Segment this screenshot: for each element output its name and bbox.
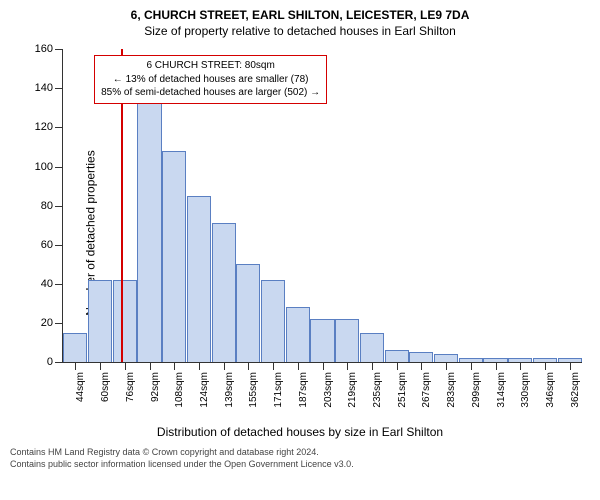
x-tick xyxy=(347,362,348,370)
footer-text: Contains HM Land Registry data © Crown c… xyxy=(10,447,590,470)
x-tick xyxy=(100,362,101,370)
x-tick xyxy=(372,362,373,370)
x-axis-label: Distribution of detached houses by size … xyxy=(10,425,590,439)
y-tick xyxy=(55,284,63,285)
x-tick xyxy=(446,362,447,370)
y-tick-label: 160 xyxy=(35,43,53,55)
histogram-bar xyxy=(137,73,161,363)
x-tick xyxy=(471,362,472,370)
y-tick xyxy=(55,167,63,168)
x-tick xyxy=(421,362,422,370)
annotation-line-3: 85% of semi-detached houses are larger (… xyxy=(101,86,320,100)
histogram-bar xyxy=(162,151,186,362)
x-tick xyxy=(125,362,126,370)
x-tick xyxy=(174,362,175,370)
y-tick xyxy=(55,127,63,128)
y-tick-label: 140 xyxy=(35,82,53,94)
x-tick-label: 155sqm xyxy=(248,372,259,408)
x-tick xyxy=(545,362,546,370)
chart-subtitle: Size of property relative to detached ho… xyxy=(10,24,590,40)
x-tick-label: 171sqm xyxy=(273,372,284,408)
y-tick xyxy=(55,49,63,50)
y-tick xyxy=(55,323,63,324)
histogram-bar xyxy=(236,264,260,362)
y-tick-label: 60 xyxy=(41,239,53,251)
x-tick-label: 124sqm xyxy=(199,372,210,408)
y-tick xyxy=(55,88,63,89)
x-tick-label: 108sqm xyxy=(174,372,185,408)
x-tick-label: 299sqm xyxy=(471,372,482,408)
x-tick-label: 314sqm xyxy=(496,372,507,408)
y-tick-label: 0 xyxy=(47,356,53,368)
histogram-bar xyxy=(261,280,285,362)
x-tick-label: 44sqm xyxy=(75,372,86,402)
x-tick xyxy=(570,362,571,370)
x-tick-label: 235sqm xyxy=(372,372,383,408)
y-tick-label: 100 xyxy=(35,161,53,173)
x-tick-label: 60sqm xyxy=(100,372,111,402)
chart-supertitle: 6, CHURCH STREET, EARL SHILTON, LEICESTE… xyxy=(10,8,590,24)
y-tick-label: 120 xyxy=(35,121,53,133)
x-tick-label: 330sqm xyxy=(520,372,531,408)
annotation-box: 6 CHURCH STREET: 80sqm ← 13% of detached… xyxy=(94,55,327,104)
histogram-bar xyxy=(409,352,433,362)
x-tick-label: 251sqm xyxy=(397,372,408,408)
x-tick-label: 346sqm xyxy=(545,372,556,408)
y-tick-label: 20 xyxy=(41,317,53,329)
histogram-bar xyxy=(335,319,359,362)
x-tick xyxy=(397,362,398,370)
histogram-bar xyxy=(187,196,211,362)
x-tick-label: 76sqm xyxy=(125,372,136,402)
footer-line-1: Contains HM Land Registry data © Crown c… xyxy=(10,447,590,459)
x-tick xyxy=(224,362,225,370)
x-tick-label: 219sqm xyxy=(347,372,358,408)
y-tick xyxy=(55,362,63,363)
y-tick-label: 80 xyxy=(41,200,53,212)
x-tick-label: 187sqm xyxy=(298,372,309,408)
chart-area: Number of detached properties 6 CHURCH S… xyxy=(10,43,590,423)
x-tick xyxy=(273,362,274,370)
annotation-line-1: 6 CHURCH STREET: 80sqm xyxy=(101,59,320,73)
histogram-bar xyxy=(63,333,87,362)
x-tick xyxy=(496,362,497,370)
histogram-bar xyxy=(360,333,384,362)
x-tick xyxy=(248,362,249,370)
histogram-bar xyxy=(88,280,112,362)
histogram-bar xyxy=(212,223,236,362)
x-tick xyxy=(75,362,76,370)
x-tick xyxy=(323,362,324,370)
footer-line-2: Contains public sector information licen… xyxy=(10,459,590,471)
annotation-line-2: ← 13% of detached houses are smaller (78… xyxy=(101,73,320,87)
x-tick-label: 139sqm xyxy=(224,372,235,408)
x-tick-label: 283sqm xyxy=(446,372,457,408)
y-tick-label: 40 xyxy=(41,278,53,290)
histogram-bar xyxy=(113,280,137,362)
x-tick-label: 362sqm xyxy=(570,372,581,408)
histogram-bar xyxy=(434,354,458,362)
y-tick xyxy=(55,206,63,207)
histogram-bar xyxy=(286,307,310,362)
histogram-bar xyxy=(310,319,334,362)
x-tick-label: 92sqm xyxy=(150,372,161,402)
x-tick xyxy=(199,362,200,370)
plot-region: 6 CHURCH STREET: 80sqm ← 13% of detached… xyxy=(62,49,582,363)
x-tick xyxy=(298,362,299,370)
histogram-bar xyxy=(385,350,409,362)
x-tick xyxy=(520,362,521,370)
y-tick xyxy=(55,245,63,246)
x-tick-label: 267sqm xyxy=(421,372,432,408)
x-tick xyxy=(150,362,151,370)
x-tick-label: 203sqm xyxy=(323,372,334,408)
